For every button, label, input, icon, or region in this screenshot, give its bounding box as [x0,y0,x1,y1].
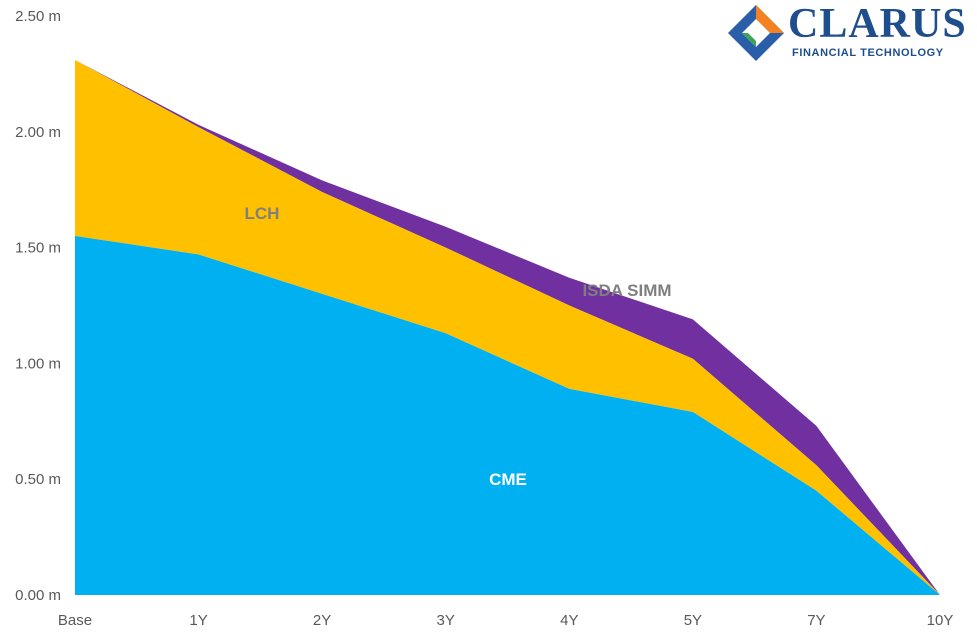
area-lch [75,60,940,595]
y-tick-label: 2.50 m [15,8,61,25]
y-tick-label: 0.00 m [15,587,61,604]
series-label-lch: LCH [245,204,280,223]
chart-areas [75,60,940,595]
area-cme [75,236,940,595]
y-tick-label: 1.00 m [15,355,61,372]
x-tick-label: 2Y [313,612,331,629]
x-tick-label: 4Y [560,612,578,629]
x-tick-label: 10Y [927,612,954,629]
x-axis-ticks: Base 1Y 2Y 3Y 4Y 5Y 7Y 10Y [58,612,953,629]
y-axis-ticks: 0.00 m 0.50 m 1.00 m 1.50 m 2.00 m 2.50 m [15,8,61,604]
x-tick-label: 1Y [189,612,207,629]
logo-tagline: FINANCIAL TECHNOLOGY [792,47,944,59]
y-tick-label: 0.50 m [15,471,61,488]
y-tick-label: 2.00 m [15,124,61,141]
x-tick-label: 7Y [807,612,825,629]
x-tick-label: Base [58,612,92,629]
series-label-simm: ISDA SIMM [582,281,671,300]
clarus-logo: CLARUS FINANCIAL TECHNOLOGY [726,3,976,63]
y-tick-label: 1.50 m [15,240,61,257]
x-tick-label: 5Y [684,612,702,629]
x-tick-label: 3Y [437,612,455,629]
logo-name: CLARUS [788,1,967,47]
clarus-logo-mark-icon [728,5,784,61]
series-label-cme: CME [489,470,527,489]
